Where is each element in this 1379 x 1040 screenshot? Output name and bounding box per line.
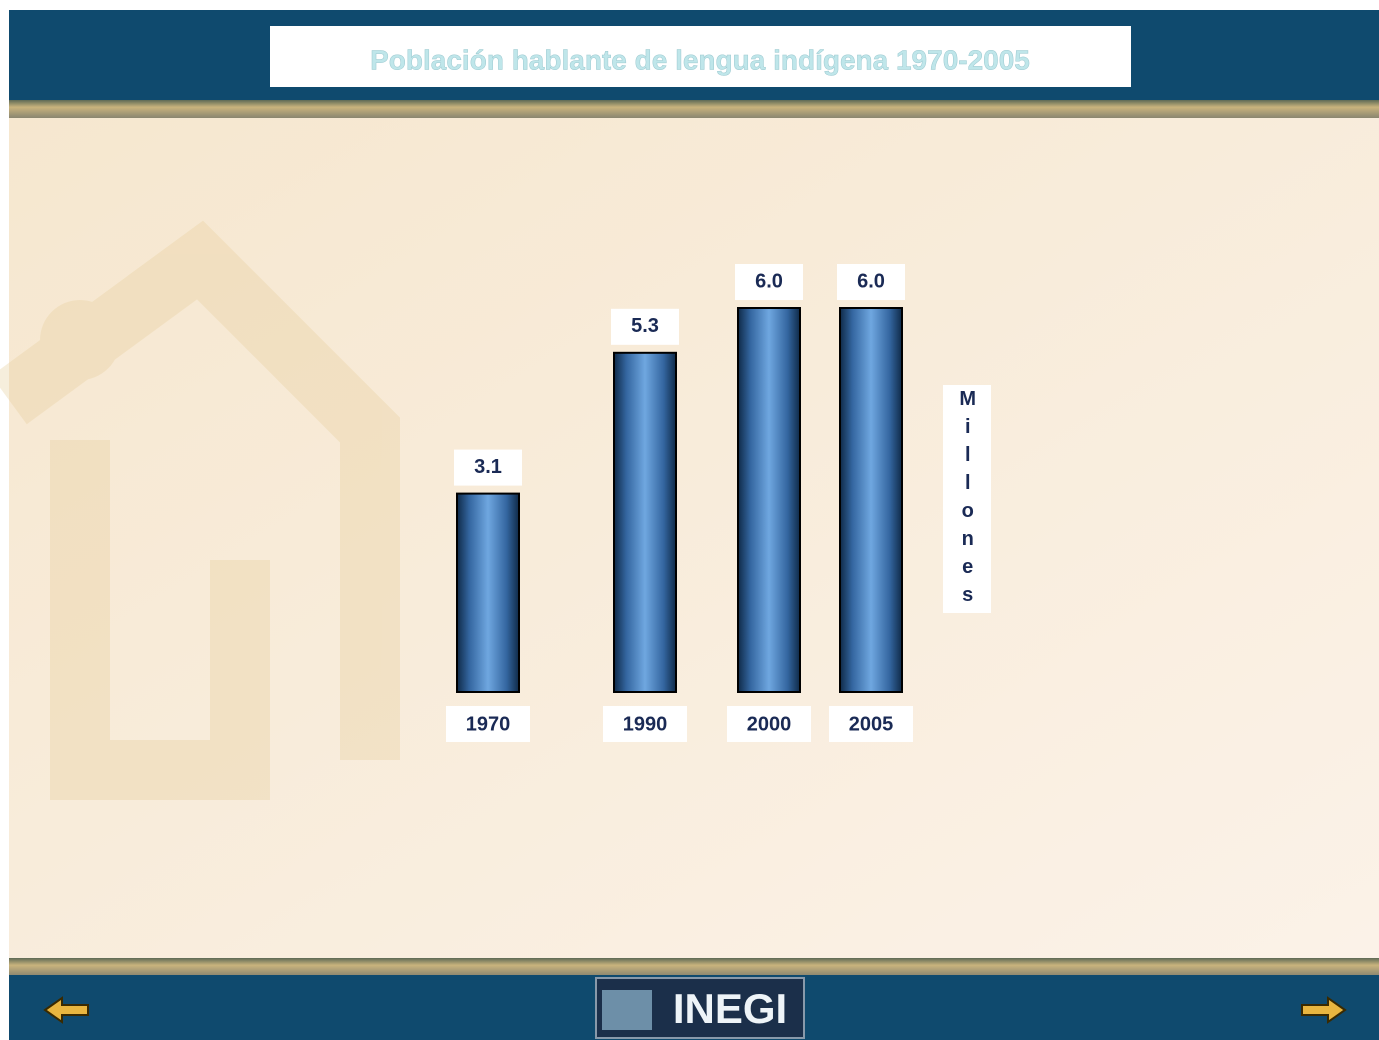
value-label: 6.0 (755, 270, 783, 292)
value-label: 3.1 (474, 456, 502, 478)
bar (840, 308, 902, 692)
x-tick-label: 1990 (623, 713, 668, 735)
logo-mark (602, 990, 652, 1030)
logo-text: INEGI (673, 985, 787, 1032)
y-axis-label: Millones (957, 388, 979, 612)
slide: Población hablante de lengua indígena 19… (0, 0, 1379, 1040)
header-stripe (9, 100, 1379, 118)
value-label: 6.0 (857, 270, 885, 292)
bar (457, 494, 519, 692)
x-tick-label: 2005 (849, 713, 894, 735)
x-tick-label: 1970 (466, 713, 511, 735)
bar (614, 353, 676, 692)
footer-stripe (9, 958, 1379, 976)
bar (738, 308, 800, 692)
chart-title: Población hablante de lengua indígena 19… (370, 44, 1030, 75)
value-label: 5.3 (631, 315, 659, 337)
x-tick-label: 2000 (747, 713, 792, 735)
page: {"chart_data": {"type": "bar", "title": … (0, 0, 1379, 1040)
